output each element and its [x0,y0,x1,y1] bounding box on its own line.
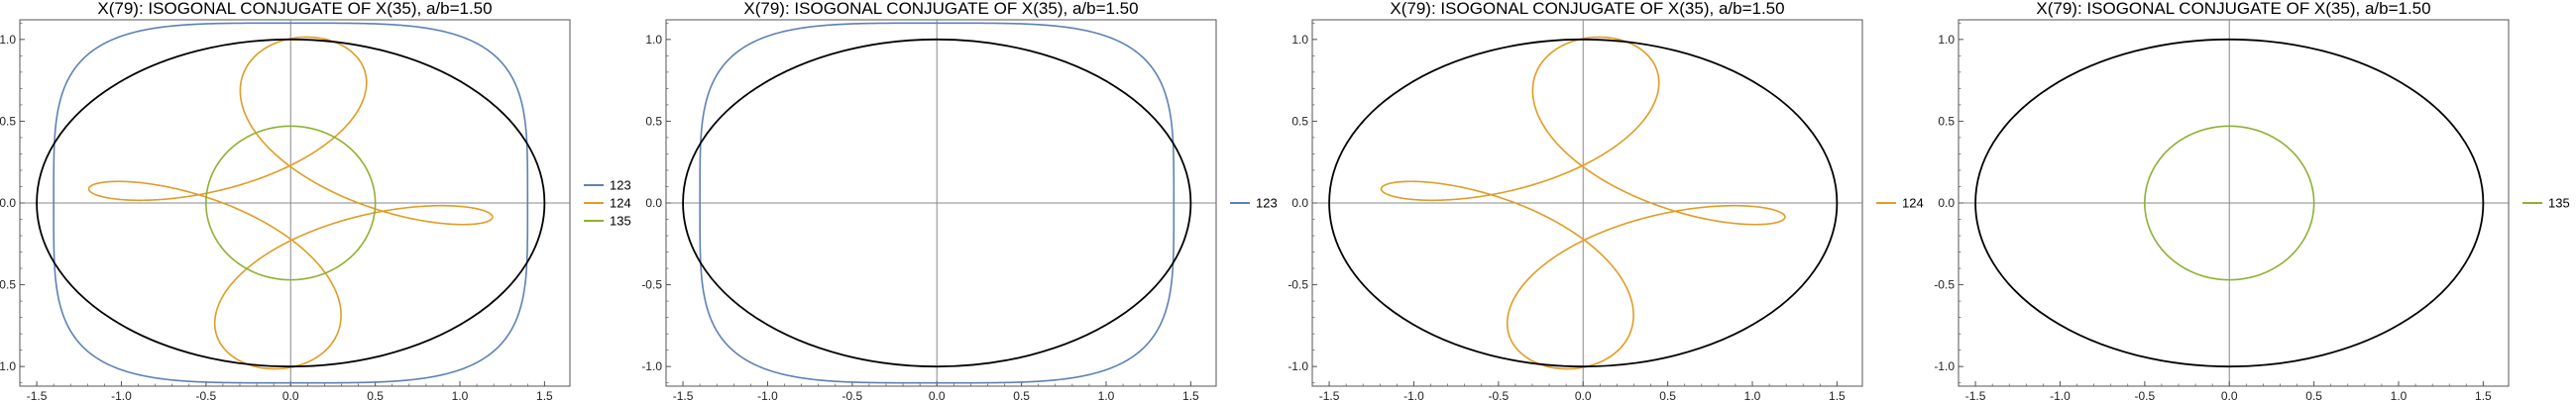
x-tick-label: -1.0 [757,389,778,402]
chart-svg: X(79): ISOGONAL CONJUGATE OF X(35), a/b=… [0,0,631,402]
x-tick-label: 1.0 [1744,389,1761,402]
y-tick-label: 0.0 [1291,196,1308,210]
y-tick-label: -0.5 [1288,278,1308,292]
reference-ellipse [1974,38,2485,368]
series-123-line [53,22,529,384]
y-tick-label: 1.0 [645,33,662,47]
y-tick-label: -0.5 [0,278,16,292]
x-tick-label: 1.0 [1098,389,1115,402]
legend-label-123: 123 [1256,196,1278,211]
x-tick-label: -1.5 [673,389,694,402]
x-tick-label: 0.5 [1659,389,1676,402]
x-tick-label: 0.0 [1575,389,1592,402]
y-tick-label: -0.5 [1934,278,1955,292]
x-tick-label: 1.5 [1829,389,1846,402]
legend-label-135: 135 [2548,196,2570,211]
x-tick-label: 0.5 [1013,389,1030,402]
y-tick-label: 1.0 [1291,33,1308,47]
reference-ellipse [36,38,546,368]
legend-label-123: 123 [610,178,631,193]
x-tick-label: -1.0 [2050,389,2071,402]
y-tick-label: 1.0 [0,33,16,47]
chart-panel-1: X(79): ISOGONAL CONJUGATE OF X(35), a/b=… [0,0,646,402]
x-tick-label: -1.0 [1403,389,1424,402]
chart-svg: X(79): ISOGONAL CONJUGATE OF X(35), a/b=… [641,0,1278,402]
series-123-line [699,22,1176,384]
y-tick-label: 0.0 [1938,196,1955,210]
y-tick-label: 0.0 [645,196,662,210]
x-tick-label: -1.0 [111,389,132,402]
y-tick-label: -1.0 [641,359,662,373]
x-tick-label: 1.5 [536,389,553,402]
y-tick-label: 0.5 [1938,114,1955,128]
y-tick-label: 0.5 [645,114,662,128]
y-tick-label: -0.5 [641,278,662,292]
legend-label-124: 124 [1902,196,1924,211]
y-tick-label: 0.5 [1291,114,1308,128]
reference-ellipse [1328,38,1839,368]
chart-title: X(79): ISOGONAL CONJUGATE OF X(35), a/b=… [97,0,492,18]
x-tick-label: 1.0 [452,389,469,402]
chart-panel-4: X(79): ISOGONAL CONJUGATE OF X(35), a/b=… [1934,0,2576,402]
x-tick-label: -1.5 [1965,389,1986,402]
x-tick-label: -1.5 [1319,389,1340,402]
x-tick-label: 1.5 [2475,389,2492,402]
y-tick-label: -1.0 [0,359,16,373]
x-tick-label: -1.5 [27,389,48,402]
y-tick-label: -1.0 [1288,359,1308,373]
x-tick-label: 1.5 [1182,389,1199,402]
series-124-line [1380,36,1786,370]
x-tick-label: -0.5 [842,389,863,402]
y-tick-label: 0.0 [0,196,16,210]
reference-ellipse [682,38,1192,368]
x-tick-label: 0.5 [2305,389,2322,402]
chart-title: X(79): ISOGONAL CONJUGATE OF X(35), a/b=… [1390,0,1784,18]
x-tick-label: 1.0 [2391,389,2408,402]
x-tick-label: 0.5 [367,389,384,402]
x-tick-label: -0.5 [2135,389,2156,402]
y-tick-label: 0.5 [0,114,16,128]
chart-title: X(79): ISOGONAL CONJUGATE OF X(35), a/b=… [2036,0,2430,18]
y-tick-label: 1.0 [1938,33,1955,47]
legend-label-124: 124 [610,196,631,211]
chart-panel-2: X(79): ISOGONAL CONJUGATE OF X(35), a/b=… [641,0,1292,402]
series-124-line [87,36,494,370]
x-tick-label: -0.5 [1489,389,1510,402]
chart-panel-3: X(79): ISOGONAL CONJUGATE OF X(35), a/b=… [1288,0,1939,402]
y-tick-label: -1.0 [1934,359,1955,373]
chart-svg: X(79): ISOGONAL CONJUGATE OF X(35), a/b=… [1934,0,2570,402]
chart-svg: X(79): ISOGONAL CONJUGATE OF X(35), a/b=… [1288,0,1924,402]
legend-label-135: 135 [610,214,631,229]
x-tick-label: 0.0 [282,389,299,402]
x-tick-label: -0.5 [196,389,217,402]
x-tick-label: 0.0 [2221,389,2238,402]
series-135-line [2144,125,2315,281]
chart-title: X(79): ISOGONAL CONJUGATE OF X(35), a/b=… [743,0,1138,18]
x-tick-label: 0.0 [929,389,946,402]
series-135-line [205,125,377,281]
